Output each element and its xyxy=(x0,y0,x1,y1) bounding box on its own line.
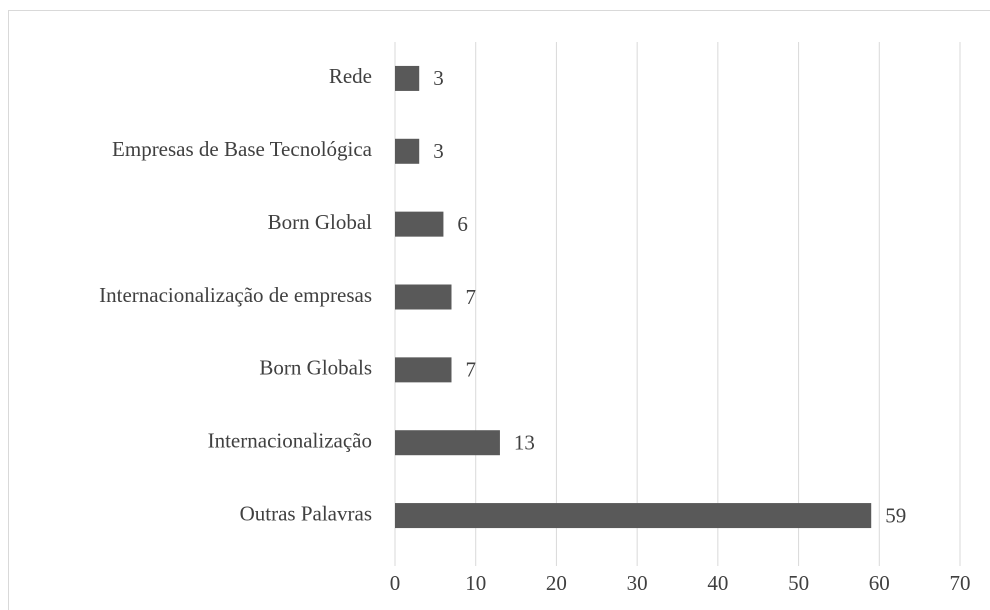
bar xyxy=(395,430,500,456)
bar xyxy=(395,138,420,164)
y-tick-label: Rede xyxy=(329,64,372,88)
x-tick-label: 10 xyxy=(465,571,486,595)
x-tick-label: 30 xyxy=(627,571,648,595)
data-label: 7 xyxy=(466,358,477,382)
bar xyxy=(395,357,452,383)
bar xyxy=(395,211,444,237)
bar xyxy=(395,503,872,529)
y-tick-label: Internacionalização xyxy=(208,429,372,453)
data-label: 3 xyxy=(433,139,444,163)
data-label: 3 xyxy=(433,66,444,90)
chart-border xyxy=(8,10,990,610)
x-tick-label: 50 xyxy=(788,571,809,595)
x-tick-label: 40 xyxy=(707,571,728,595)
data-label: 59 xyxy=(885,503,906,527)
data-label: 13 xyxy=(514,431,535,455)
y-tick-label: Born Global xyxy=(268,210,373,234)
bar xyxy=(395,284,452,310)
x-tick-label: 60 xyxy=(869,571,890,595)
y-tick-label: Outras Palavras xyxy=(240,501,372,525)
x-tick-label: 20 xyxy=(546,571,567,595)
data-label: 7 xyxy=(466,285,477,309)
y-tick-label: Internacionalização de empresas xyxy=(99,283,372,307)
data-label: 6 xyxy=(457,212,468,236)
y-tick-label: Empresas de Base Tecnológica xyxy=(112,137,373,161)
bar xyxy=(395,65,420,91)
x-tick-label: 70 xyxy=(950,571,971,595)
x-tick-label: 0 xyxy=(390,571,401,595)
y-tick-label: Born Globals xyxy=(259,356,372,380)
